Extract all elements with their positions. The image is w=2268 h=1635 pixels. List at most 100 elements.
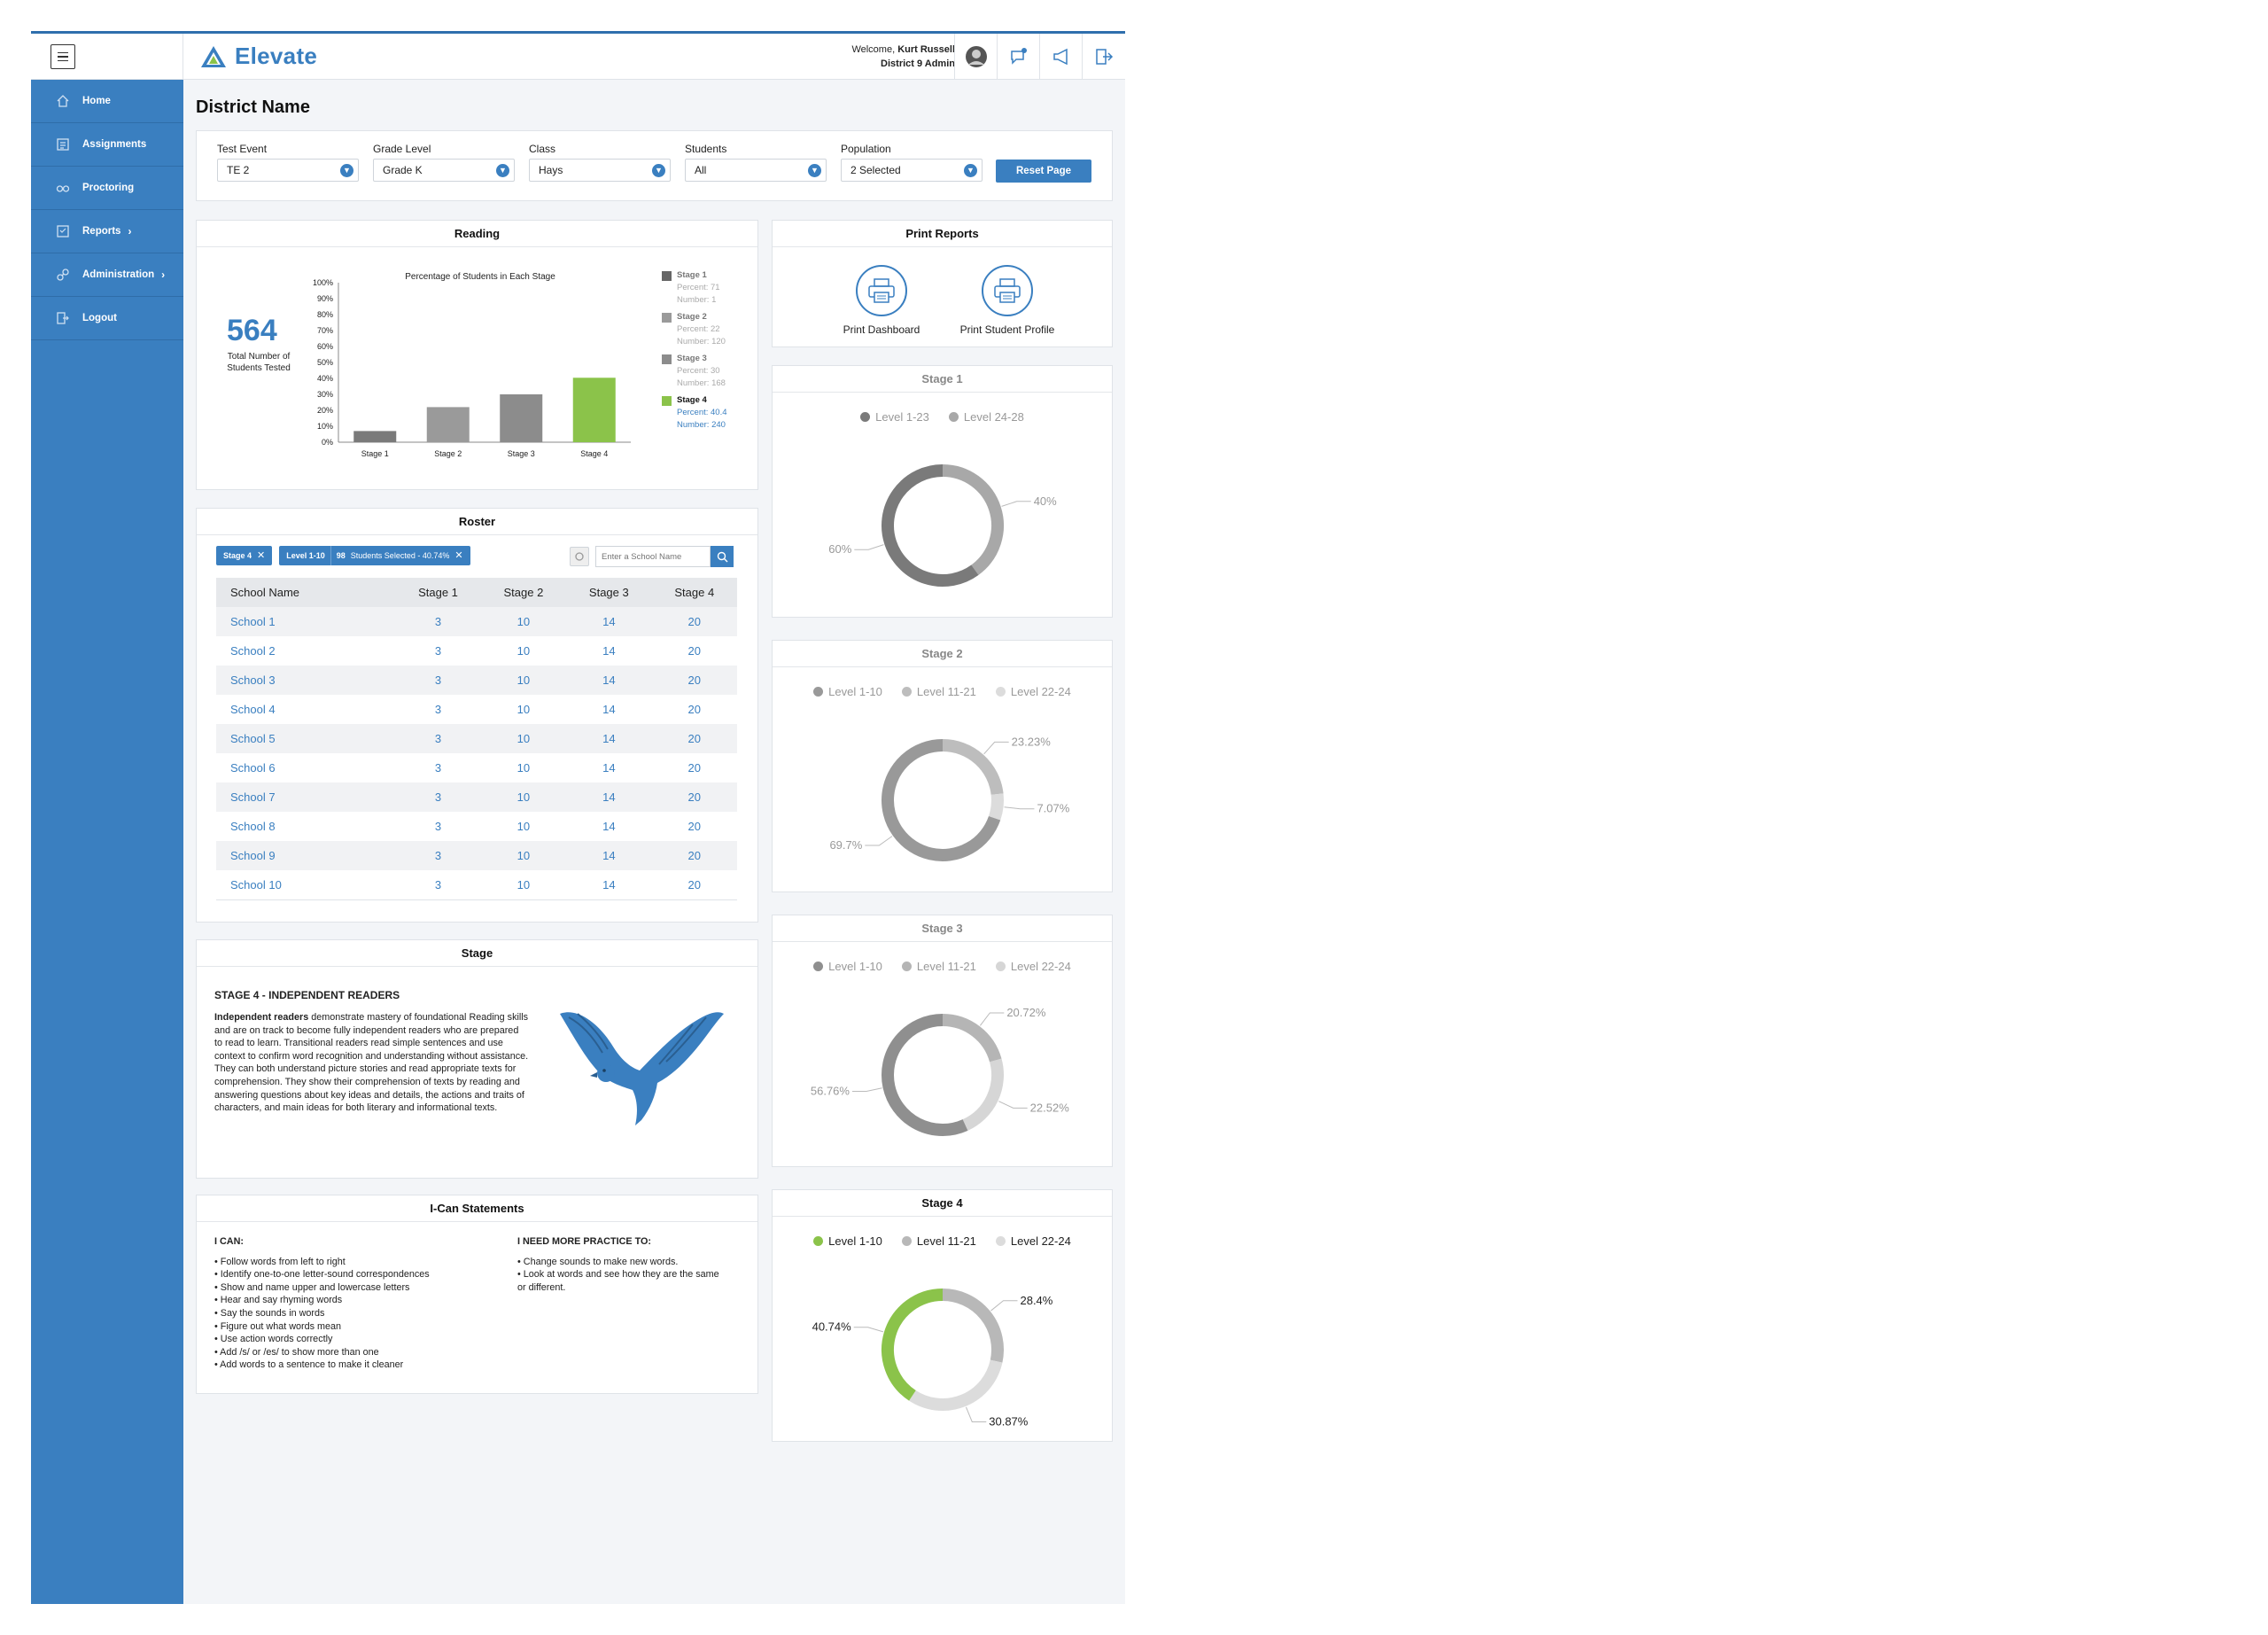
stage-count-cell[interactable]: 14 (566, 666, 652, 695)
donut-legend-item[interactable]: Level 1-10 (813, 685, 882, 698)
stage-filter-chip[interactable]: Stage 4 ✕ (216, 546, 273, 565)
donut-slice[interactable] (909, 1359, 1003, 1411)
donut-slice[interactable] (988, 793, 1004, 821)
school-search-input[interactable] (595, 546, 711, 567)
stage-count-cell[interactable]: 20 (687, 644, 701, 658)
table-row[interactable]: School 4 3 10 14 20 (216, 695, 737, 724)
stage-count-cell[interactable]: 20 (687, 877, 701, 891)
stage-count-cell[interactable]: 10 (517, 761, 531, 775)
stage-count-cell[interactable]: 14 (566, 782, 652, 812)
stage-count-cell[interactable]: 20 (687, 761, 701, 775)
sidebar-item-assignments[interactable]: Assignments (31, 123, 183, 167)
students-select[interactable]: All ▼ (685, 159, 827, 182)
school-name-cell[interactable]: School 6 (230, 761, 276, 775)
donut-slice[interactable] (942, 464, 1004, 575)
stage-count-cell[interactable]: 3 (434, 820, 442, 833)
test-event-select[interactable]: TE 2 ▼ (217, 159, 359, 182)
stage-count-cell[interactable]: 10 (480, 782, 567, 812)
stage-count-cell[interactable]: 20 (651, 666, 737, 695)
table-row[interactable]: School 1 3 10 14 20 (216, 607, 737, 636)
stage-count-cell[interactable]: 14 (602, 877, 616, 891)
table-row[interactable]: School 3 3 10 14 20 (216, 666, 737, 695)
table-row[interactable]: School 10 3 10 14 20 (216, 870, 737, 899)
donut-legend-item[interactable]: Level 1-10 (813, 960, 882, 973)
bar[interactable] (572, 378, 616, 442)
refresh-button[interactable] (570, 547, 589, 566)
bar[interactable] (353, 431, 397, 442)
sidebar-item-proctoring[interactable]: Proctoring (31, 167, 183, 210)
legend-item[interactable]: Stage 2 Percent: 22 Number: 120 (662, 311, 727, 348)
table-row[interactable]: School 6 3 10 14 20 (216, 753, 737, 782)
stage-count-cell[interactable]: 3 (434, 877, 442, 891)
stage-count-cell[interactable]: 3 (434, 703, 442, 716)
stage-count-cell[interactable]: 10 (480, 724, 567, 753)
column-header[interactable]: Stage 2 (480, 578, 567, 607)
legend-item[interactable]: Stage 1 Percent: 71 Number: 1 (662, 269, 727, 307)
donut-legend-item[interactable]: Level 22-24 (995, 1234, 1071, 1248)
sidebar-item-logout[interactable]: Logout (31, 297, 183, 340)
donut-legend-item[interactable]: Level 1-23 (860, 410, 929, 424)
population-select[interactable]: 2 Selected ▼ (841, 159, 983, 182)
stage-count-cell[interactable]: 3 (395, 724, 481, 753)
class-select[interactable]: Hays ▼ (529, 159, 671, 182)
donut-slice[interactable] (942, 1289, 1004, 1363)
messages-button[interactable] (997, 34, 1039, 80)
stage-count-cell[interactable]: 3 (395, 841, 481, 870)
stage-count-cell[interactable]: 10 (517, 644, 531, 658)
avatar[interactable] (954, 34, 997, 80)
donut-legend-item[interactable]: Level 22-24 (995, 685, 1071, 698)
column-header[interactable]: Stage 1 (395, 578, 481, 607)
stage-count-cell[interactable]: 3 (395, 782, 481, 812)
sidebar-item-reports[interactable]: Reports › (31, 210, 183, 253)
donut-slice[interactable] (882, 1014, 968, 1136)
stage-count-cell[interactable]: 20 (651, 782, 737, 812)
logout-top-button[interactable] (1082, 34, 1124, 80)
donut-slice[interactable] (942, 1014, 1002, 1063)
school-name-cell[interactable]: School 3 (216, 666, 396, 695)
close-icon[interactable]: ✕ (257, 550, 266, 561)
stage-count-cell[interactable]: 20 (651, 724, 737, 753)
stage-count-cell[interactable]: 10 (480, 666, 567, 695)
school-name-cell[interactable]: School 9 (216, 841, 396, 870)
sidebar-item-administration[interactable]: Administration › (31, 253, 183, 297)
school-name-cell[interactable]: School 7 (216, 782, 396, 812)
sidebar-item-home[interactable]: Home (31, 80, 183, 123)
school-name-cell[interactable]: School 1 (216, 607, 396, 636)
table-row[interactable]: School 8 3 10 14 20 (216, 812, 737, 841)
close-icon[interactable]: ✕ (454, 550, 463, 561)
stage-count-cell[interactable]: 20 (651, 841, 737, 870)
school-name-cell[interactable]: School 2 (230, 644, 276, 658)
print-student-profile-button[interactable]: Print Student Profile (950, 265, 1065, 336)
table-row[interactable]: School 5 3 10 14 20 (216, 724, 737, 753)
bar[interactable] (500, 394, 543, 442)
print-dashboard-button[interactable]: Print Dashboard (824, 265, 939, 336)
stage-count-cell[interactable]: 20 (687, 820, 701, 833)
bar[interactable] (426, 407, 470, 442)
legend-item[interactable]: Stage 4 Percent: 40.4 Number: 240 (662, 394, 727, 432)
reset-page-button[interactable]: Reset Page (996, 160, 1091, 183)
donut-slice[interactable] (882, 464, 979, 587)
stage-count-cell[interactable]: 3 (395, 666, 481, 695)
stage-count-cell[interactable]: 3 (434, 761, 442, 775)
stage-count-cell[interactable]: 3 (434, 644, 442, 658)
stage-count-cell[interactable]: 14 (566, 841, 652, 870)
stage-count-cell[interactable]: 10 (517, 877, 531, 891)
level-filter-chip[interactable]: Level 1-10 98 Students Selected - 40.74%… (279, 546, 470, 565)
school-name-cell[interactable]: School 5 (216, 724, 396, 753)
stage-count-cell[interactable]: 10 (517, 820, 531, 833)
stage-count-cell[interactable]: 10 (480, 841, 567, 870)
stage-count-cell[interactable]: 14 (602, 820, 616, 833)
column-header[interactable]: School Name (216, 578, 396, 607)
app-logo[interactable]: Elevate (199, 43, 317, 70)
stage-count-cell[interactable]: 14 (566, 724, 652, 753)
donut-slice[interactable] (882, 1289, 944, 1401)
stage-count-cell[interactable]: 14 (602, 761, 616, 775)
stage-count-cell[interactable]: 14 (602, 703, 616, 716)
stage-count-cell[interactable]: 10 (480, 607, 567, 636)
donut-legend-item[interactable]: Level 22-24 (995, 960, 1071, 973)
grade-level-select[interactable]: Grade K ▼ (373, 159, 515, 182)
donut-legend-item[interactable]: Level 11-21 (901, 1234, 976, 1248)
table-row[interactable]: School 2 3 10 14 20 (216, 636, 737, 666)
donut-slice[interactable] (962, 1058, 1004, 1131)
donut-legend-item[interactable]: Level 11-21 (901, 960, 976, 973)
